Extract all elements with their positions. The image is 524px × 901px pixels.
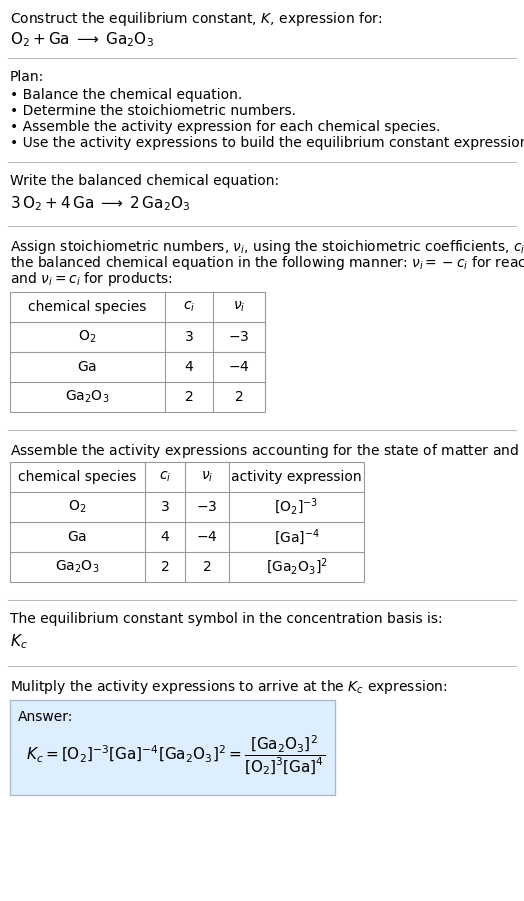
Text: • Determine the stoichiometric numbers.: • Determine the stoichiometric numbers. xyxy=(10,104,296,118)
Text: Mulitply the activity expressions to arrive at the $K_c$ expression:: Mulitply the activity expressions to arr… xyxy=(10,678,447,696)
Text: Write the balanced chemical equation:: Write the balanced chemical equation: xyxy=(10,174,279,188)
Text: • Balance the chemical equation.: • Balance the chemical equation. xyxy=(10,88,242,102)
Text: $\mathrm{Ga}$: $\mathrm{Ga}$ xyxy=(68,530,88,544)
Text: Answer:: Answer: xyxy=(18,710,73,724)
Text: $\mathrm{O_2}$: $\mathrm{O_2}$ xyxy=(68,499,86,515)
Text: The equilibrium constant symbol in the concentration basis is:: The equilibrium constant symbol in the c… xyxy=(10,612,443,626)
Text: $\nu_i$: $\nu_i$ xyxy=(201,469,213,484)
Text: Assign stoichiometric numbers, $\nu_i$, using the stoichiometric coefficients, $: Assign stoichiometric numbers, $\nu_i$, … xyxy=(10,238,524,256)
Text: 2: 2 xyxy=(184,390,193,404)
Text: $c_i$: $c_i$ xyxy=(159,469,171,484)
Bar xyxy=(10,462,364,582)
Text: 3: 3 xyxy=(161,500,169,514)
Text: $-3$: $-3$ xyxy=(196,500,217,514)
Text: $c_i$: $c_i$ xyxy=(183,300,195,314)
Text: $\mathrm{Ga_2O_3}$: $\mathrm{Ga_2O_3}$ xyxy=(66,389,110,405)
Text: chemical species: chemical species xyxy=(18,470,137,484)
Text: $[\mathrm{Ga}]^{-4}$: $[\mathrm{Ga}]^{-4}$ xyxy=(274,527,320,547)
Text: $[\mathrm{Ga_2O_3}]^{2}$: $[\mathrm{Ga_2O_3}]^{2}$ xyxy=(266,557,328,578)
Text: $-4$: $-4$ xyxy=(228,360,250,374)
Text: $[\mathrm{O_2}]^{-3}$: $[\mathrm{O_2}]^{-3}$ xyxy=(275,496,319,517)
Text: $\mathrm{O_2 + Ga \;\longrightarrow\; Ga_2O_3}$: $\mathrm{O_2 + Ga \;\longrightarrow\; Ga… xyxy=(10,30,154,49)
Text: 2: 2 xyxy=(203,560,211,574)
Text: $-3$: $-3$ xyxy=(228,330,249,344)
Text: and $\nu_i = c_i$ for products:: and $\nu_i = c_i$ for products: xyxy=(10,270,173,288)
Text: Plan:: Plan: xyxy=(10,70,44,84)
FancyBboxPatch shape xyxy=(10,700,335,795)
Text: Assemble the activity expressions accounting for the state of matter and $\nu_i$: Assemble the activity expressions accoun… xyxy=(10,442,524,460)
Text: $\mathrm{3\,O_2 + 4\,Ga \;\longrightarrow\; 2\,Ga_2O_3}$: $\mathrm{3\,O_2 + 4\,Ga \;\longrightarro… xyxy=(10,194,191,213)
Bar xyxy=(10,292,265,412)
Text: chemical species: chemical species xyxy=(28,300,147,314)
Text: $-4$: $-4$ xyxy=(196,530,218,544)
Text: 2: 2 xyxy=(235,390,243,404)
Text: 3: 3 xyxy=(184,330,193,344)
Text: • Use the activity expressions to build the equilibrium constant expression.: • Use the activity expressions to build … xyxy=(10,136,524,150)
Text: 4: 4 xyxy=(161,530,169,544)
Text: $K_c$: $K_c$ xyxy=(10,632,28,651)
Text: 4: 4 xyxy=(184,360,193,374)
Text: • Assemble the activity expression for each chemical species.: • Assemble the activity expression for e… xyxy=(10,120,440,134)
Text: $\mathrm{Ga}$: $\mathrm{Ga}$ xyxy=(78,360,97,374)
Text: the balanced chemical equation in the following manner: $\nu_i = -c_i$ for react: the balanced chemical equation in the fo… xyxy=(10,254,524,272)
Text: activity expression: activity expression xyxy=(231,470,362,484)
Text: $\mathrm{Ga_2O_3}$: $\mathrm{Ga_2O_3}$ xyxy=(56,559,100,575)
Text: $K_c = [\mathrm{O_2}]^{-3}[\mathrm{Ga}]^{-4}[\mathrm{Ga_2O_3}]^{2}$$ = \dfrac{[\: $K_c = [\mathrm{O_2}]^{-3}[\mathrm{Ga}]^… xyxy=(26,733,325,777)
Text: 2: 2 xyxy=(161,560,169,574)
Text: Construct the equilibrium constant, $K$, expression for:: Construct the equilibrium constant, $K$,… xyxy=(10,10,383,28)
Text: $\nu_i$: $\nu_i$ xyxy=(233,300,245,314)
Text: $\mathrm{O_2}$: $\mathrm{O_2}$ xyxy=(79,329,96,345)
